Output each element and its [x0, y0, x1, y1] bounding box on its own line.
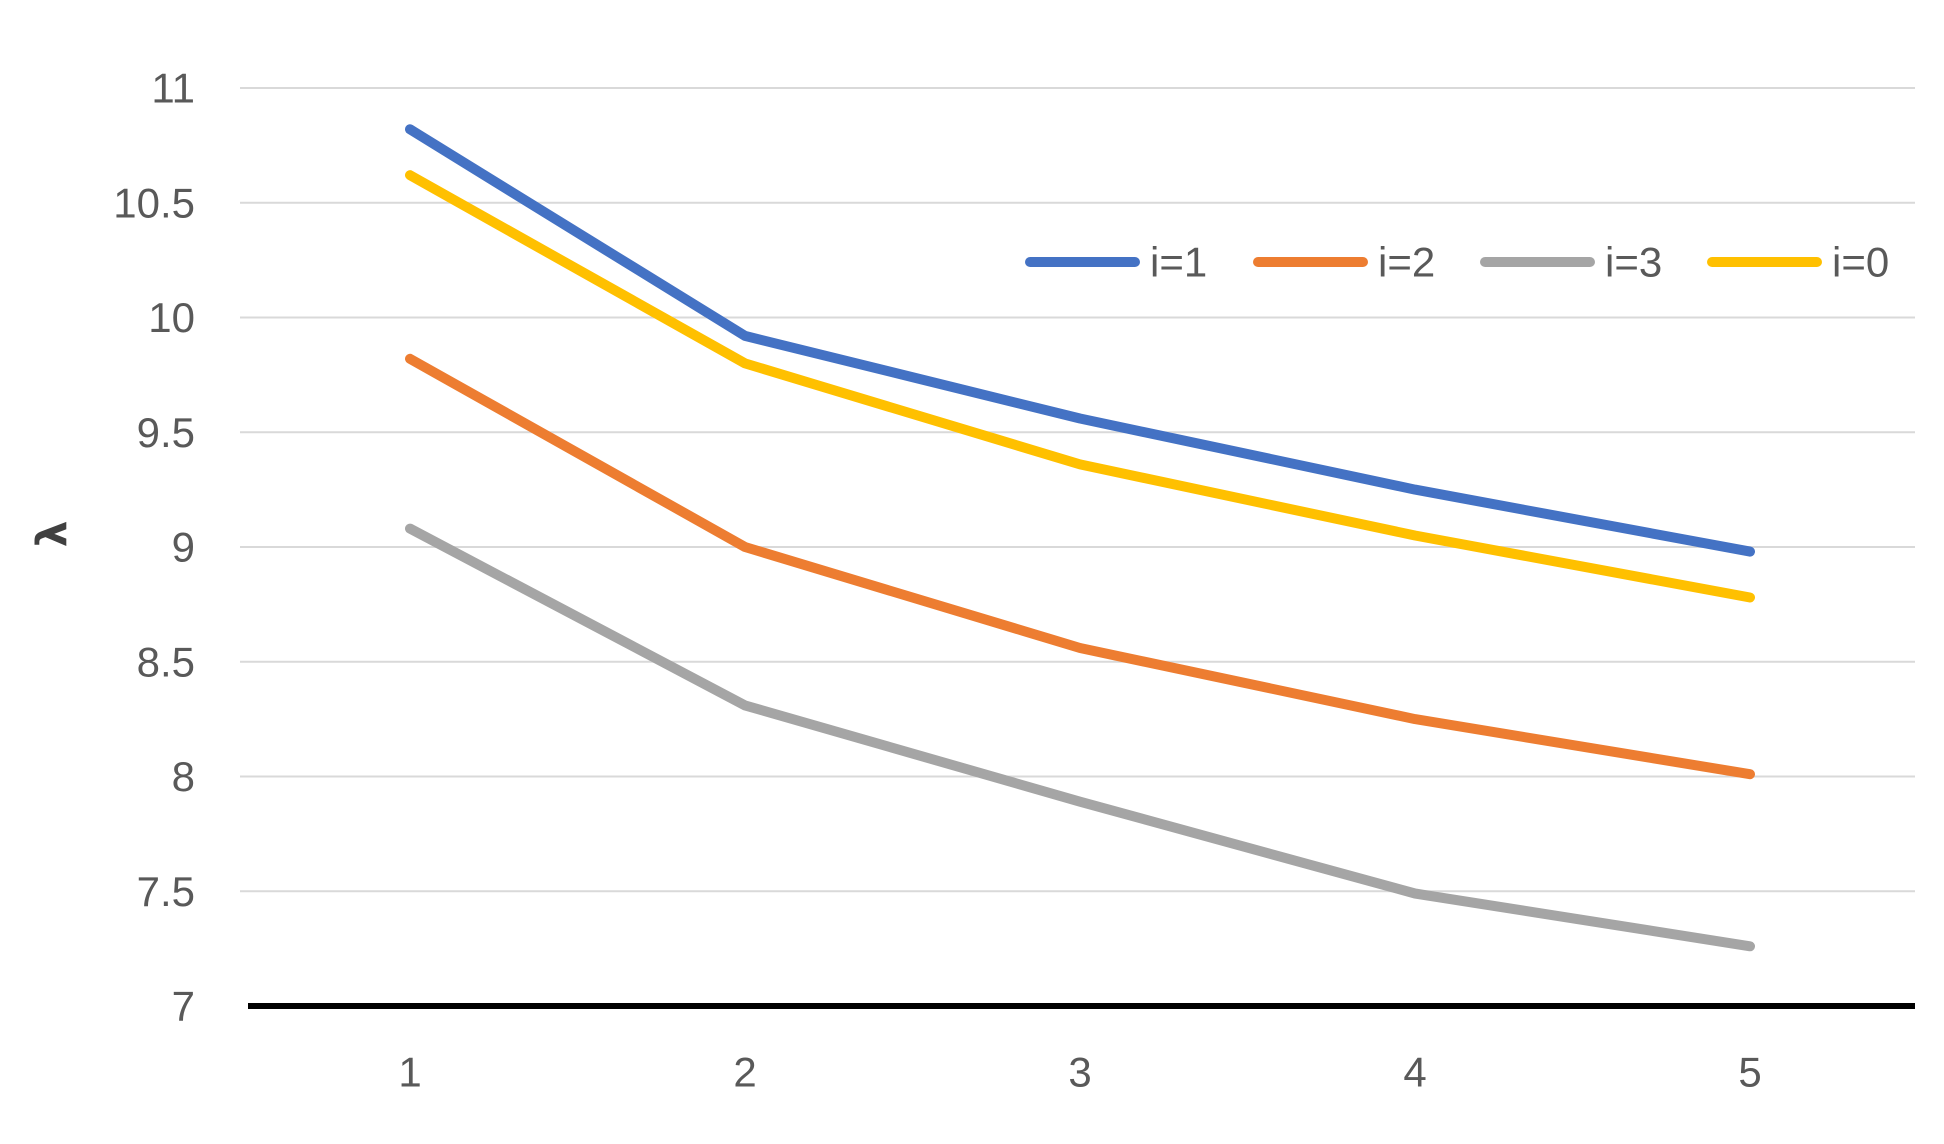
y-tick-label: 8	[172, 753, 195, 800]
legend-label-i=0: i=0	[1832, 239, 1889, 286]
y-tick-label: 10	[148, 294, 195, 341]
y-tick-label: 9	[172, 524, 195, 571]
y-axis-title: λ	[28, 521, 77, 548]
x-tick-label: 3	[1068, 1049, 1091, 1096]
y-tick-label: 9.5	[137, 409, 195, 456]
legend-label-i=3: i=3	[1605, 239, 1662, 286]
series-line-i=2	[405, 353, 1755, 780]
legend: i=1 i=2 i=3 i=0	[1025, 239, 1889, 286]
y-tick-label: 8.5	[137, 638, 195, 685]
x-tick-label: 2	[733, 1049, 756, 1096]
series-line-i=0	[405, 170, 1755, 603]
y-tick-label: 11	[151, 65, 195, 112]
y-tick-label: 10.5	[113, 179, 195, 226]
y-tick-label: 7.5	[137, 868, 195, 915]
series-line-i=1	[405, 124, 1755, 557]
x-tick-label: 5	[1738, 1049, 1761, 1096]
legend-label-i=1: i=1	[1150, 239, 1207, 286]
legend-label-i=2: i=2	[1378, 239, 1435, 286]
series-lines	[405, 124, 1755, 952]
gridlines	[240, 87, 1915, 893]
x-tick-label: 4	[1403, 1049, 1426, 1096]
y-tick-label: 7	[172, 983, 195, 1030]
series-line-i=3	[405, 523, 1755, 952]
x-tick-label: 1	[398, 1049, 421, 1096]
